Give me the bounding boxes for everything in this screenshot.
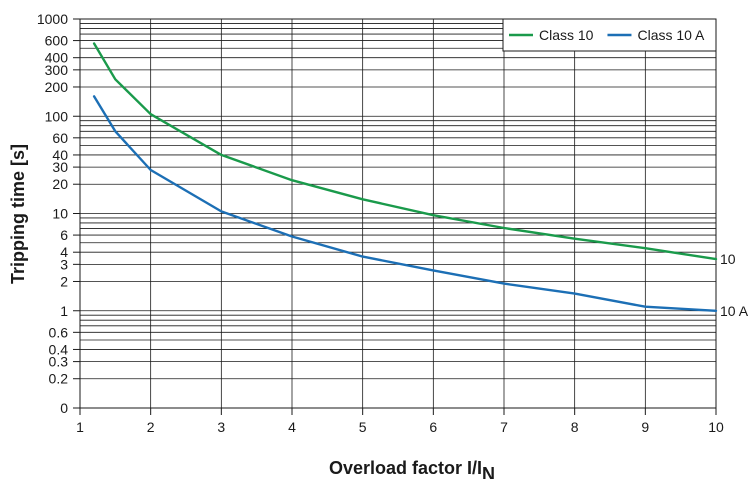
minor-gridlines [80,23,716,409]
x-tick-label: 6 [429,419,437,435]
y-tick-label: 600 [45,33,69,49]
x-tick-label: 5 [359,419,367,435]
x-tick-labels: 1 2 3 4 5 6 7 8 9 10 [76,408,724,435]
y-tick-label: 1 [60,303,68,319]
x-tick-label: 8 [571,419,579,435]
y-tick-label: 300 [45,62,69,78]
x-tick-label: 3 [217,419,225,435]
legend: Class 10 Class 10 A [502,18,717,52]
y-tick-label: 0.2 [49,371,69,387]
y-tick-label: 2 [60,273,68,289]
y-tick-label: 30 [52,159,68,175]
x-axis-title: Overload factor I/IN [329,458,495,479]
legend-label: Class 10 [539,27,594,43]
x-tick-label: 7 [500,419,508,435]
series-end-label: 10 A [720,303,749,319]
x-tick-label: 2 [147,419,155,435]
y-tick-label: 1000 [37,11,68,27]
y-tick-label: 40 [52,147,68,163]
y-tick-label: 6 [60,227,68,243]
y-tick-label: 0.6 [49,324,69,340]
x-tick-label: 10 [708,419,724,435]
y-tick-label: 100 [45,108,69,124]
series-line [92,42,718,261]
series-line [92,95,718,312]
y-tick-label: 20 [52,176,68,192]
series-lines [92,42,718,312]
x-tick-label: 9 [641,419,649,435]
series-end-label: 10 [720,251,736,267]
y-axis-title: Tripping time [s] [8,144,28,284]
y-tick-label: 0.4 [49,341,69,357]
y-tick-label: 3 [60,256,68,272]
series-end-labels: 10 10 A [720,251,749,319]
y-tick-label: 0.3 [49,354,69,370]
legend-label: Class 10 A [637,27,705,43]
y-tick-label: 10 [52,206,68,222]
x-axis-title-main: Overload factor I/I [329,458,482,478]
y-tick-label: 0 [60,400,68,416]
y-tick-label: 400 [45,50,69,66]
x-axis-title-subscript: N [482,464,495,479]
x-tick-label: 1 [76,419,84,435]
y-tick-label: 200 [45,79,69,95]
y-tick-label: 60 [52,130,68,146]
x-tick-label: 4 [288,419,296,435]
y-tick-label: 4 [60,244,68,260]
